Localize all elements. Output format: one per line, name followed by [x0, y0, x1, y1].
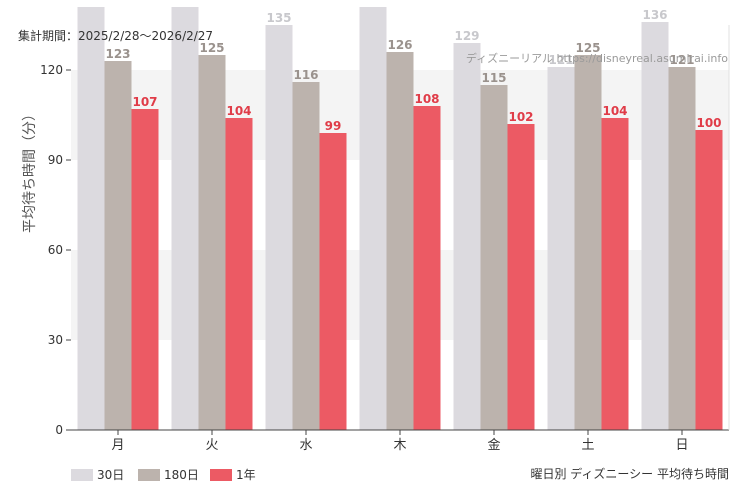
bar-value-label: 129	[454, 29, 479, 43]
bar-value-label: 100	[696, 116, 721, 130]
period-label: 集計期間：2025/2/28〜2026/2/27	[18, 28, 213, 43]
bar-30d	[171, 7, 199, 430]
bar-1y	[695, 130, 723, 430]
y-tick-label: 60	[48, 243, 63, 257]
bar-30d	[453, 43, 481, 430]
legend-swatch	[71, 469, 93, 481]
watermark: ディズニーリアル https://disneyreal.asumirai.inf…	[466, 51, 728, 65]
bar-value-label: 135	[266, 11, 291, 25]
bar-value-label: 121	[548, 53, 573, 67]
bar-value-label: 115	[481, 71, 506, 85]
y-tick-label: 120	[40, 63, 63, 77]
bar-30d	[77, 7, 105, 430]
y-axis-label: 平均待ち時間（分）	[22, 107, 38, 233]
bar-value-label: 102	[508, 110, 533, 124]
legend-label: 30日	[97, 468, 124, 482]
legend-label: 1年	[236, 468, 256, 482]
bar-value-label: 121	[669, 53, 694, 67]
bar-value-label: 104	[602, 104, 627, 118]
bar-30d	[265, 25, 293, 430]
bar-1y	[319, 133, 347, 430]
x-tick-label: 月	[111, 438, 124, 453]
bar-1y	[507, 124, 535, 430]
bar-value-label: 125	[575, 41, 600, 55]
chart-subtitle: 曜日別 ディズニーシー 平均待ち時間	[530, 466, 729, 481]
bar-1y	[225, 118, 253, 430]
axes-layer: 0 30 60 90 120 月 火 水 木 金 土 日	[40, 25, 730, 453]
bar-180d	[668, 67, 696, 430]
y-tick-label: 0	[55, 423, 63, 437]
bar-180d	[292, 82, 320, 430]
legend-label: 180日	[164, 468, 199, 482]
bar-value-label: 116	[293, 68, 318, 82]
y-tick-label: 30	[48, 333, 63, 347]
bar-value-label: 99	[325, 119, 342, 133]
bar-value-label: 125	[199, 41, 224, 55]
bar-value-label: 126	[387, 38, 412, 52]
bar-180d	[574, 55, 602, 430]
legend-swatch	[210, 469, 232, 481]
bar-180d	[480, 85, 508, 430]
bar-value-label: 123	[105, 47, 130, 61]
bar-value-label: 108	[414, 92, 439, 106]
bar-1y	[413, 106, 441, 430]
bar-30d	[547, 67, 575, 430]
x-tick-label: 水	[299, 438, 312, 453]
bar-30d	[641, 22, 669, 430]
bar-180d	[104, 61, 132, 430]
bar-value-label: 107	[132, 95, 157, 109]
x-tick-label: 土	[581, 438, 594, 453]
x-tick-label: 金	[487, 437, 500, 453]
bars-layer	[77, 7, 723, 430]
bar-1y	[601, 118, 629, 430]
bar-30d	[359, 7, 387, 430]
legend: 30日 180日 1年	[71, 468, 256, 482]
x-tick-label: 木	[393, 438, 406, 453]
bar-value-label: 104	[226, 104, 251, 118]
bar-1y	[131, 109, 159, 430]
legend-swatch	[138, 469, 160, 481]
x-tick-label: 日	[675, 438, 688, 453]
y-tick-label: 90	[48, 153, 63, 167]
x-tick-label: 火	[205, 438, 218, 453]
bar-value-label: 136	[642, 8, 667, 22]
bar-180d	[386, 52, 414, 430]
bar-180d	[198, 55, 226, 430]
